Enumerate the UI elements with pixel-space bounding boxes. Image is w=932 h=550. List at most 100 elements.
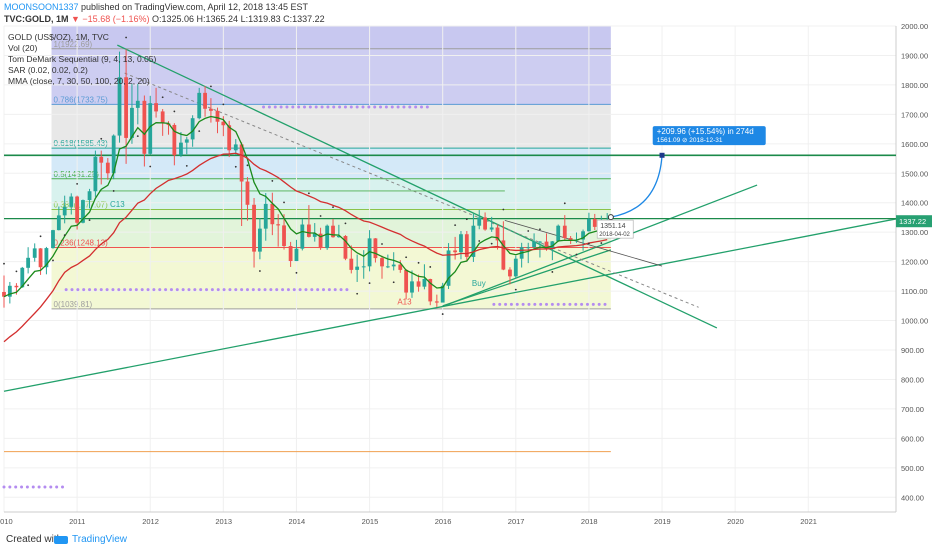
candle-body[interactable] [592,218,597,227]
candle-body[interactable] [245,181,250,205]
candle-body[interactable] [93,156,98,192]
candle-body[interactable] [581,231,585,240]
candle-body[interactable] [117,77,122,136]
candle-body[interactable] [434,301,439,303]
candle-body[interactable] [349,258,354,270]
candle-body[interactable] [87,191,92,201]
tradingview-link[interactable]: TradingView [72,534,128,545]
candle-body[interactable] [20,267,25,288]
candle-body[interactable] [26,257,31,268]
candle-body[interactable] [130,107,134,138]
candle-body[interactable] [2,291,6,297]
candle-body[interactable] [51,230,55,249]
legend-item-td-sequential[interactable]: Tom DeMark Sequential (9, 4, 13, 0.05) [8,54,157,64]
candle-body[interactable] [380,258,384,267]
candle-body[interactable] [233,144,238,151]
candle-body[interactable] [495,227,500,241]
candle-body[interactable] [325,225,330,249]
candle-body[interactable] [312,233,317,237]
projection-badge[interactable] [652,126,766,146]
candle-body[interactable] [355,266,360,270]
candle-body[interactable] [508,269,512,277]
candle-body[interactable] [300,224,305,249]
candle-body[interactable] [209,108,213,111]
candle-body[interactable] [203,92,207,109]
candle-body[interactable] [562,225,567,239]
candle-body[interactable] [538,241,542,243]
candle-body[interactable] [501,240,506,270]
candle-body[interactable] [532,241,536,248]
candle-body[interactable] [428,279,433,302]
candle-body[interactable] [361,266,366,268]
candle-body[interactable] [318,233,323,249]
candle-body[interactable] [111,135,116,174]
candle-body[interactable] [276,224,281,226]
candle-body[interactable] [215,110,220,122]
candle-body[interactable] [124,77,129,138]
candle-body[interactable] [288,246,293,262]
candle-body[interactable] [404,269,409,293]
candle-body[interactable] [385,266,390,268]
legend-item-sar[interactable]: SAR (0.02, 0.02, 0.2) [8,65,88,75]
candle-body[interactable] [477,217,482,226]
candle-body[interactable] [422,279,427,287]
candle-body[interactable] [154,103,158,112]
candle-body[interactable] [38,248,43,268]
candle-body[interactable] [179,142,183,156]
legend-item-mma[interactable]: MMA (close, 7, 30, 50, 100, 20, 2, 20) [8,76,150,86]
candle-body[interactable] [513,258,518,277]
candle-body[interactable] [44,248,49,268]
candle-body[interactable] [294,248,299,262]
candle-body[interactable] [221,121,226,126]
candle-body[interactable] [81,200,85,223]
candle-body[interactable] [148,103,153,154]
legend-item-vol[interactable]: Vol (20) [8,43,38,53]
candle-body[interactable] [398,264,403,270]
candle-body[interactable] [258,228,262,252]
candle-body[interactable] [135,100,140,108]
candle-body[interactable] [440,285,445,303]
candle-body[interactable] [56,215,61,231]
candle-body[interactable] [526,247,531,249]
candle-body[interactable] [471,225,476,257]
candle-body[interactable] [227,125,232,151]
candle-body[interactable] [556,225,561,242]
candle-body[interactable] [142,100,147,154]
candle-body[interactable] [373,238,378,259]
candle-body[interactable] [62,206,67,216]
candle-body[interactable] [7,285,12,297]
candle-body[interactable] [270,203,275,225]
candle-body[interactable] [190,118,195,140]
candle-body[interactable] [343,236,348,259]
candle-body[interactable] [331,225,335,238]
candle-body[interactable] [459,234,463,253]
publisher-name[interactable]: MOONSOON1337 [4,2,79,12]
candle-body[interactable] [99,156,104,163]
candle-body[interactable] [184,139,189,143]
candle-body[interactable] [489,227,494,230]
candle-body[interactable] [32,248,37,258]
candle-body[interactable] [306,224,311,237]
candle-body[interactable] [197,92,202,119]
candle-body[interactable] [263,203,268,229]
candle-body[interactable] [14,285,19,288]
candle-body[interactable] [483,217,487,230]
candle-body[interactable] [568,238,573,241]
candle-body[interactable] [252,204,256,252]
candle-body[interactable] [416,281,421,287]
candle-body[interactable] [453,250,458,253]
candle-body[interactable] [239,144,244,182]
candle-body[interactable] [282,225,286,247]
candle-body[interactable] [172,124,177,156]
candle-body[interactable] [410,281,414,293]
candle-body[interactable] [336,236,341,238]
candle-body[interactable] [105,162,110,174]
candle-body[interactable] [391,264,396,267]
candle-body[interactable] [75,196,80,223]
candle-body[interactable] [160,111,165,124]
candle-body[interactable] [587,218,591,232]
candle-body[interactable] [464,234,469,257]
candle-body[interactable] [446,250,451,286]
candle-body[interactable] [69,196,74,207]
